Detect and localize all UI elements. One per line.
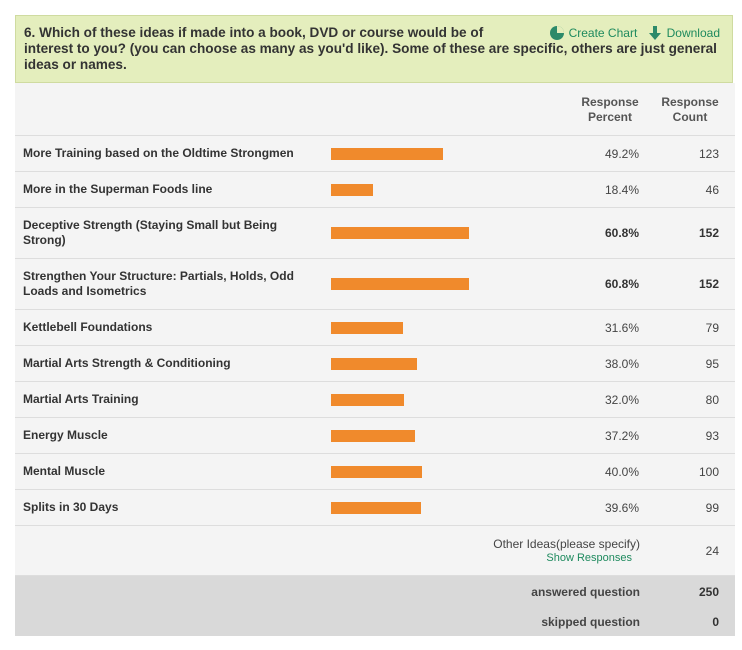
response-count: 46	[705, 183, 719, 197]
table-row: Energy Muscle 37.2% 93	[15, 418, 735, 454]
table-row: Martial Arts Strength & Conditioning 38.0…	[15, 346, 735, 382]
response-bar	[331, 322, 403, 334]
response-count: 79	[705, 321, 719, 335]
create-chart-label: Create Chart	[568, 26, 638, 40]
response-bar	[331, 394, 404, 406]
table-row: More Training based on the Oldtime Stron…	[15, 136, 735, 172]
question-actions: Create Chart Download	[542, 26, 720, 43]
table-row: Deceptive Strength (Staying Small but Be…	[15, 208, 735, 259]
response-count: 152	[698, 226, 719, 240]
other-ideas-row: Other Ideas(please specify) Show Respons…	[15, 526, 735, 576]
response-bar	[331, 278, 469, 290]
download-arrow-icon	[648, 26, 661, 40]
question-title-line2: interest to you? (you can choose as many…	[24, 41, 717, 72]
response-percent: 31.6%	[604, 321, 639, 335]
answer-label: Deceptive Strength (Staying Small but Be…	[23, 218, 278, 247]
answered-label: answered question	[531, 585, 640, 599]
response-percent: 49.2%	[604, 147, 639, 161]
response-bar	[331, 502, 421, 514]
answer-label: Energy Muscle	[23, 428, 108, 442]
col-response-count: Response Count	[661, 95, 719, 124]
other-ideas-count: 24	[705, 544, 719, 558]
response-percent: 60.8%	[604, 226, 639, 240]
response-percent: 32.0%	[604, 393, 639, 407]
answer-label: Strengthen Your Structure: Partials, Hol…	[23, 269, 294, 298]
question-title-line1: 6. Which of these ideas if made into a b…	[24, 25, 484, 40]
table-row: Mental Muscle 40.0% 100	[15, 454, 735, 490]
table-row: Splits in 30 Days 39.6% 99	[15, 490, 735, 526]
skipped-value: 0	[712, 615, 719, 629]
table-row: Martial Arts Training 32.0% 80	[15, 382, 735, 418]
response-percent: 60.8%	[604, 277, 639, 291]
pie-chart-icon	[549, 26, 564, 40]
answer-rows: More Training based on the Oldtime Stron…	[15, 136, 735, 526]
response-count: 93	[705, 429, 719, 443]
answer-label: Mental Muscle	[23, 464, 106, 478]
table-row: More in the Superman Foods line 18.4% 46	[15, 172, 735, 208]
answer-label: More Training based on the Oldtime Stron…	[23, 146, 294, 160]
response-percent: 38.0%	[604, 357, 639, 371]
skipped-label: skipped question	[541, 615, 640, 629]
download-label: Download	[666, 26, 720, 40]
skipped-row: skipped question 0	[15, 606, 735, 636]
col-response-percent: Response Percent	[581, 95, 639, 124]
response-bar	[331, 148, 443, 160]
download-button[interactable]: Download	[648, 26, 720, 40]
question-header: 6. Which of these ideas if made into a b…	[15, 15, 733, 83]
answer-label: Martial Arts Strength & Conditioning	[23, 356, 231, 370]
results-table: Response Percent Response Count More Tra…	[15, 83, 735, 636]
table-row: Kettlebell Foundations 31.6% 79	[15, 310, 735, 346]
other-ideas-label: Other Ideas(please specify)	[493, 537, 640, 551]
response-count: 123	[698, 147, 719, 161]
answered-row: answered question 250	[15, 576, 735, 606]
answer-label: More in the Superman Foods line	[23, 182, 213, 196]
response-count: 80	[705, 393, 719, 407]
response-bar	[331, 184, 373, 196]
show-responses-link[interactable]: Show Responses	[546, 552, 632, 564]
create-chart-button[interactable]: Create Chart	[549, 26, 638, 40]
response-percent: 18.4%	[604, 183, 639, 197]
answer-label: Kettlebell Foundations	[23, 320, 153, 334]
response-percent: 39.6%	[604, 501, 639, 515]
response-count: 95	[705, 357, 719, 371]
table-header: Response Percent Response Count	[15, 83, 735, 136]
response-bar	[331, 358, 417, 370]
response-count: 99	[705, 501, 719, 515]
answer-label: Splits in 30 Days	[23, 500, 119, 514]
response-count: 100	[698, 465, 719, 479]
response-percent: 40.0%	[604, 465, 639, 479]
table-row: Strengthen Your Structure: Partials, Hol…	[15, 259, 735, 310]
response-count: 152	[698, 277, 719, 291]
response-bar	[331, 466, 422, 478]
response-bar	[331, 227, 469, 239]
answer-label: Martial Arts Training	[23, 392, 139, 406]
response-bar	[331, 430, 415, 442]
answered-value: 250	[698, 585, 719, 599]
response-percent: 37.2%	[604, 429, 639, 443]
